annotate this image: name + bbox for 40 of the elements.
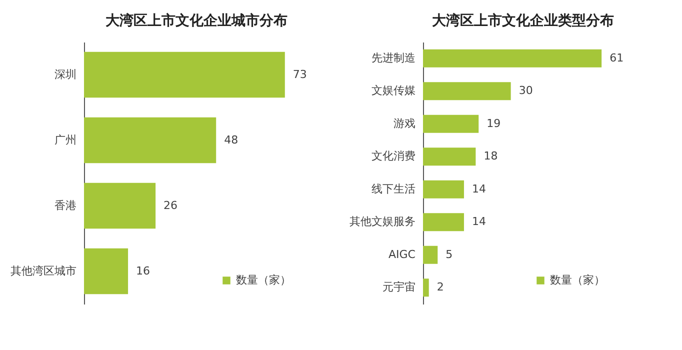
bar bbox=[423, 114, 479, 133]
data-label: 16 bbox=[136, 264, 150, 278]
y-tick-label: 深圳 bbox=[54, 68, 76, 81]
data-label: 19 bbox=[486, 116, 501, 130]
bar bbox=[423, 246, 438, 264]
data-label: 26 bbox=[164, 198, 178, 212]
y-tick-label: 先进制造 bbox=[372, 51, 416, 64]
y-tick-label: 广州 bbox=[54, 133, 76, 146]
bar bbox=[423, 148, 476, 166]
legend-label: 数量（家） bbox=[550, 274, 605, 286]
data-label: 48 bbox=[224, 133, 238, 146]
y-tick-label: 香港 bbox=[54, 198, 76, 212]
y-tick-label: 文化消费 bbox=[372, 150, 416, 163]
y-tick-label: 线下生活 bbox=[372, 182, 416, 196]
chart-title: 大湾区上市文化企业城市分布 bbox=[106, 12, 288, 29]
data-label: 73 bbox=[292, 68, 307, 81]
bar bbox=[84, 117, 216, 164]
data-label: 5 bbox=[446, 248, 453, 261]
data-label: 18 bbox=[484, 150, 498, 163]
bar bbox=[84, 52, 285, 98]
y-tick-label: AIGC bbox=[388, 248, 416, 261]
bar bbox=[84, 182, 156, 229]
data-label: 14 bbox=[472, 215, 486, 228]
bar bbox=[423, 180, 464, 198]
y-tick-label: 元宇宙 bbox=[382, 280, 416, 294]
data-label: 2 bbox=[436, 280, 444, 294]
y-tick-label: 游戏 bbox=[394, 116, 416, 130]
bar bbox=[423, 278, 429, 297]
data-label: 61 bbox=[610, 51, 624, 64]
chart-title: 大湾区上市文化企业类型分布 bbox=[432, 12, 614, 29]
bar bbox=[423, 49, 602, 68]
bar bbox=[423, 82, 511, 100]
y-tick-label: 文娱传媒 bbox=[372, 84, 416, 98]
data-label: 30 bbox=[518, 84, 533, 98]
data-label: 14 bbox=[472, 182, 486, 196]
bar bbox=[423, 213, 464, 232]
legend-label: 数量（家） bbox=[236, 274, 291, 286]
y-tick-label: 其他湾区城市 bbox=[10, 264, 76, 278]
y-tick-label: 其他文娱服务 bbox=[350, 215, 416, 228]
bar bbox=[84, 248, 128, 294]
